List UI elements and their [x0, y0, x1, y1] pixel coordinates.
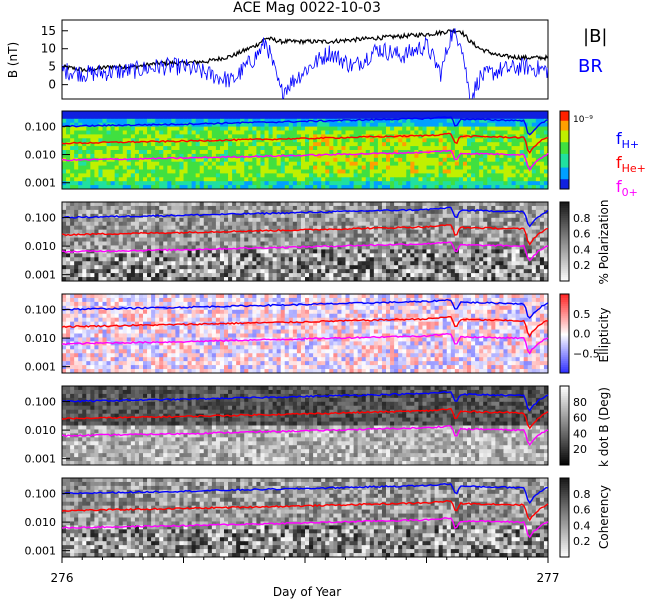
colorbar-tick-label: 0.2 — [573, 259, 591, 272]
y-tick-label: 0.100 — [25, 488, 57, 501]
fhe-line — [61, 132, 549, 154]
series-line-br — [62, 28, 548, 99]
fo-line — [61, 516, 549, 539]
y-tick-label: 0.100 — [25, 212, 57, 225]
power-colorbar-tick: 10⁻⁹ — [573, 115, 593, 125]
colorbar-tick-label: 20 — [573, 443, 587, 456]
field-y-ticks: 0 5 10 15 — [41, 24, 68, 92]
field-ylabel: B (nT) — [6, 42, 20, 78]
field-plot-area — [62, 27, 548, 99]
polarization-plot-area — [61, 201, 549, 282]
legend-fhe: fHe+ — [616, 153, 646, 175]
coherency-colorbar: 0.2 0.4 0.6 0.8 — [559, 477, 591, 558]
legend-fo: f0+ — [616, 177, 638, 199]
power-colorbar — [559, 110, 570, 190]
fo-line — [62, 424, 549, 447]
y-tick-label: 0.001 — [25, 177, 57, 190]
x-axis-label: Day of Year — [273, 585, 341, 599]
colorbar-tick-label: −0.5 — [573, 347, 600, 360]
power-y-ticks: 0.001 0.010 0.100 — [25, 120, 70, 190]
colorbar-tick-label: 0.2 — [573, 535, 591, 548]
coherency-panel: 0.001 0.010 0.100 0.2 0.4 0.6 0.8 Coherency — [25, 477, 611, 558]
polarization-y-ticks: 0.001 0.010 0.100 — [25, 212, 70, 282]
fhe-line — [61, 407, 549, 430]
fo-line — [61, 149, 549, 172]
kdotb-y-ticks: 0.001 0.010 0.100 — [25, 396, 70, 466]
colorbar-tick-label: 0.4 — [573, 243, 591, 256]
x-tick-end: 277 — [537, 571, 560, 585]
y-tick-label: 0.001 — [25, 453, 57, 466]
coherency-y-ticks: 0.001 0.010 0.100 — [25, 488, 70, 558]
colorbar-tick-label: 80 — [573, 396, 587, 409]
colorbar-tick-label: 60 — [573, 412, 587, 425]
polarization-panel: 0.001 0.010 0.100 0.2 0.4 0.6 0.8 % Polarizat… — [25, 200, 612, 285]
ellipticity-panel: 0.001 0.010 0.100 −0.5 0.0 0.5 Ellipticity — [25, 293, 611, 374]
y-tick-label: 0.010 — [25, 149, 57, 162]
polarization-colorbar-label: % Polarization — [597, 200, 611, 285]
fh-line — [61, 298, 549, 319]
y-tick-label: 0.010 — [25, 240, 57, 253]
series-line-b — [62, 27, 548, 73]
y-tick-label: 0.100 — [25, 304, 57, 317]
y-tick-label: 0.100 — [25, 120, 57, 133]
fo-line — [61, 332, 549, 355]
ellipticity-plot-area — [61, 293, 549, 374]
kdotb-colorbar: 20 40 60 80 — [559, 385, 587, 466]
y-tick-label: 0.010 — [25, 516, 57, 529]
x-tick-start: 276 — [51, 571, 74, 585]
fo-line — [62, 241, 549, 262]
field-y-tick: 5 — [48, 60, 56, 74]
figure-title: ACE Mag 0022-10-03 — [233, 0, 381, 16]
kdotb-plot-area — [61, 385, 549, 466]
fh-line — [61, 482, 549, 505]
legend-fh: fH+ — [616, 129, 639, 151]
fh-line — [61, 390, 549, 412]
fhe-line — [61, 224, 549, 246]
field-y-tick: 15 — [41, 24, 56, 38]
colorbar-tick-label: 0.6 — [573, 228, 591, 241]
fhe-line — [61, 499, 549, 522]
field-panel: 0 5 10 15 B (nT) |B| BR — [6, 19, 607, 100]
ellipticity-y-ticks: 0.001 0.010 0.100 — [25, 304, 70, 374]
coherency-colorbar-label: Coherency — [597, 485, 611, 549]
y-tick-label: 0.001 — [25, 361, 57, 374]
fh-line — [61, 116, 549, 136]
colorbar-tick-label: 0.4 — [573, 519, 591, 532]
field-y-tick: 10 — [41, 42, 56, 56]
kdotb-colorbar-label: k dot B (Deg) — [597, 387, 611, 467]
power-plot-area — [61, 110, 549, 190]
fhe-line — [61, 315, 549, 338]
colorbar-tick-label: 0.8 — [573, 488, 591, 501]
legend-br: BR — [578, 56, 603, 77]
legend-b: |B| — [583, 26, 607, 47]
y-tick-label: 0.100 — [25, 396, 57, 409]
colorbar-tick-label: 40 — [573, 427, 587, 440]
fh-line — [61, 206, 549, 228]
ellipticity-colorbar-label: Ellipticity — [597, 308, 611, 363]
colorbar-tick-label: 0.6 — [573, 504, 591, 517]
y-tick-label: 0.001 — [25, 269, 57, 282]
kdotb-panel: 0.001 0.010 0.100 20 40 60 80 k dot B (Deg) — [25, 385, 611, 467]
colorbar-tick-label: 0.5 — [573, 308, 591, 321]
colorbar-tick-label: 0.0 — [573, 328, 591, 341]
polarization-colorbar: 0.2 0.4 0.6 0.8 — [559, 201, 591, 282]
y-tick-label: 0.010 — [25, 424, 57, 437]
field-y-tick: 0 — [48, 78, 56, 92]
coherency-plot-area — [61, 477, 549, 558]
y-tick-label: 0.001 — [25, 545, 57, 558]
colorbar-tick-label: 0.8 — [573, 212, 591, 225]
y-tick-label: 0.010 — [25, 332, 57, 345]
ellipticity-colorbar: −0.5 0.0 0.5 — [559, 293, 600, 374]
power-panel: 0.001 0.010 0.100 10⁻⁹ fH+ fHe+ f0+ — [25, 110, 646, 199]
